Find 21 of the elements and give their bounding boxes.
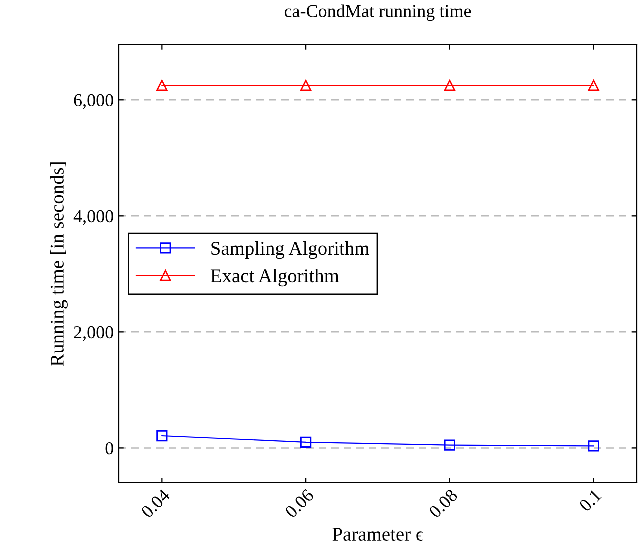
point [444,80,456,92]
x-tick-label: 0.1 [578,488,602,512]
x-tick-label: 0.08 [428,488,458,519]
point [300,436,312,448]
point [300,80,312,92]
point [588,440,600,452]
point [156,430,168,442]
y-tick-label: 0 [106,442,114,455]
point [156,80,168,92]
y-tick-label: 4,000 [74,210,114,226]
x-tick-label: 0.04 [140,488,172,519]
y-tick-label: 6,000 [74,94,114,110]
legend-label: Exact Algorithm [210,268,340,287]
legend-label: Sampling Algorithm [212,241,370,260]
x-tick-label: 0.06 [284,488,315,519]
y-tick-label: 2,000 [74,326,114,342]
chart-title: ca-CondMat running time [284,4,472,22]
x-axis-title: Parameter ϵ [332,528,424,542]
y-axis-title: Running time [in seconds] [50,162,68,366]
point [588,80,600,92]
point [444,440,456,451]
